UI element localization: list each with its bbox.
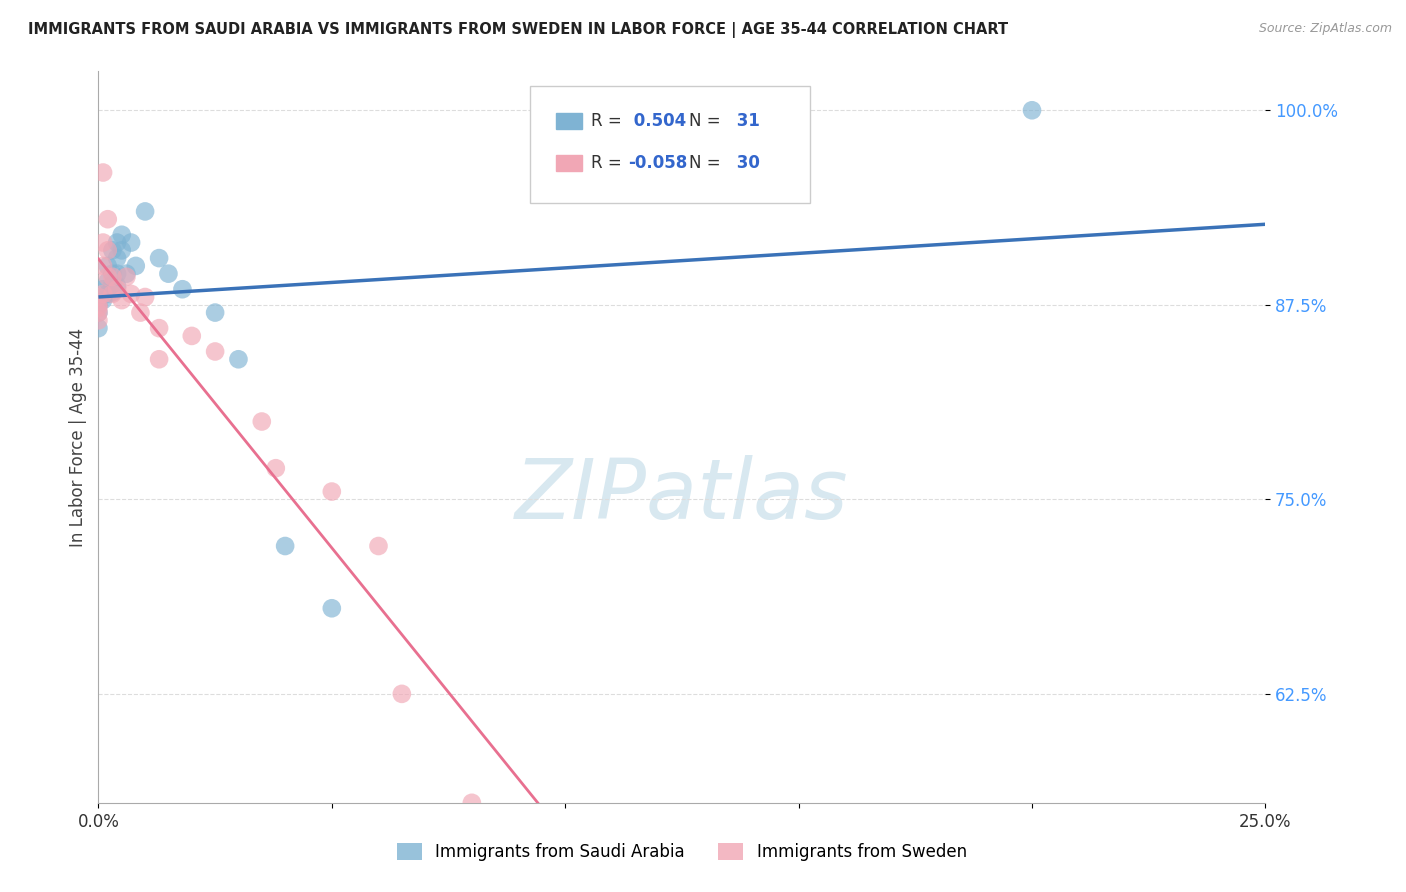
Point — [264, 461, 287, 475]
Point — [97, 244, 120, 258]
Y-axis label: In Labor Force | Age 35-44: In Labor Force | Age 35-44 — [69, 327, 87, 547]
Point — [87, 290, 110, 304]
Point — [105, 282, 128, 296]
Point — [367, 539, 389, 553]
Text: Source: ZipAtlas.com: Source: ZipAtlas.com — [1258, 22, 1392, 36]
Point — [250, 415, 273, 429]
Point — [91, 165, 114, 179]
Point — [228, 352, 250, 367]
Text: N =: N = — [689, 112, 725, 130]
Text: -0.058: -0.058 — [628, 153, 688, 172]
Point — [134, 290, 156, 304]
Point — [1021, 103, 1043, 118]
Point — [148, 321, 170, 335]
Point — [321, 484, 343, 499]
Point — [111, 293, 134, 307]
Text: IMMIGRANTS FROM SAUDI ARABIA VS IMMIGRANTS FROM SWEDEN IN LABOR FORCE | AGE 35-4: IMMIGRANTS FROM SAUDI ARABIA VS IMMIGRAN… — [28, 22, 1008, 38]
Point — [115, 269, 138, 284]
Point — [91, 235, 114, 250]
Point — [105, 235, 128, 250]
Bar — [555, 113, 582, 129]
Point — [101, 286, 124, 301]
Point — [134, 204, 156, 219]
Point — [111, 244, 134, 258]
Point — [125, 259, 148, 273]
Point — [120, 235, 142, 250]
Point — [87, 290, 110, 304]
Point — [101, 277, 124, 292]
Text: R =: R = — [591, 112, 627, 130]
Legend: Immigrants from Saudi Arabia, Immigrants from Sweden: Immigrants from Saudi Arabia, Immigrants… — [391, 836, 973, 868]
Point — [87, 305, 110, 319]
Point — [87, 298, 110, 312]
Point — [91, 282, 114, 296]
Point — [101, 269, 124, 284]
FancyBboxPatch shape — [530, 86, 810, 203]
Point — [97, 269, 120, 284]
Text: R =: R = — [591, 153, 627, 172]
Point — [87, 321, 110, 335]
Point — [204, 344, 226, 359]
Bar — [555, 154, 582, 171]
Point — [87, 298, 110, 312]
Point — [120, 286, 142, 301]
Point — [101, 244, 124, 258]
Point — [321, 601, 343, 615]
Point — [115, 267, 138, 281]
Point — [157, 267, 180, 281]
Point — [274, 539, 297, 553]
Text: 0.504: 0.504 — [628, 112, 686, 130]
Point — [172, 282, 194, 296]
Point — [111, 227, 134, 242]
Text: N =: N = — [689, 153, 725, 172]
Point — [87, 305, 110, 319]
Point — [105, 279, 128, 293]
Text: ZIPatlas: ZIPatlas — [515, 455, 849, 536]
Text: 31: 31 — [731, 112, 759, 130]
Point — [97, 275, 120, 289]
Point — [105, 267, 128, 281]
Point — [91, 293, 114, 307]
Point — [87, 301, 110, 315]
Point — [204, 305, 226, 319]
Point — [148, 251, 170, 265]
Point — [129, 305, 152, 319]
Point — [148, 352, 170, 367]
Point — [97, 259, 120, 273]
Point — [97, 286, 120, 301]
Point — [180, 329, 202, 343]
Point — [105, 251, 128, 265]
Point — [101, 267, 124, 281]
Point — [101, 285, 124, 300]
Point — [87, 313, 110, 327]
Point — [91, 286, 114, 301]
Text: 30: 30 — [731, 153, 759, 172]
Point — [391, 687, 413, 701]
Point — [461, 796, 484, 810]
Point — [97, 212, 120, 227]
Point — [91, 259, 114, 273]
